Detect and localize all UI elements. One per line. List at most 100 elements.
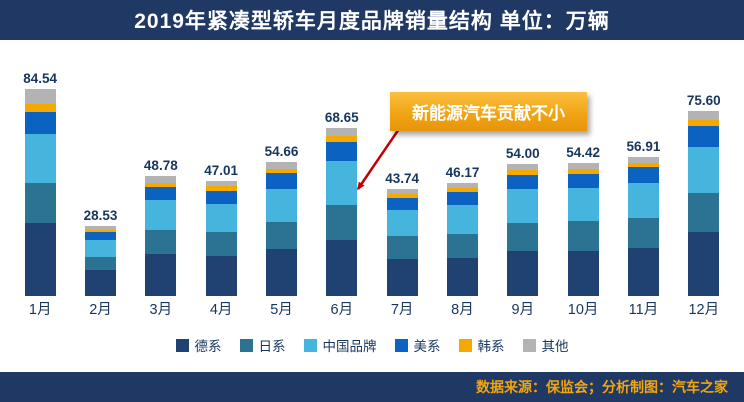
bar-column: 68.65 6月: [312, 40, 372, 324]
bar-total-label: 47.01: [204, 162, 239, 178]
bar-segment: [446, 182, 478, 188]
legend-item: 中国品牌: [303, 335, 377, 355]
bar-segment: [567, 250, 599, 296]
bar-stack: [627, 156, 659, 296]
bar-segment: [145, 254, 177, 296]
legend: 德系 日系 中国品牌 美系 韩系 其他: [0, 330, 744, 360]
bar-segment: [386, 194, 418, 198]
x-axis-label: 10月: [567, 302, 599, 318]
source-bar: 数据来源：保监会；分析制图：汽车之家: [0, 372, 744, 402]
bar-segment: [446, 191, 478, 206]
bar-stack: [688, 110, 720, 296]
x-axis-label: 2月: [89, 302, 112, 318]
bar-stack: [265, 162, 297, 296]
legend-item: 其他: [522, 335, 569, 355]
bar-segment: [265, 222, 297, 250]
bar-stack: [24, 88, 56, 296]
bar-segment: [265, 168, 297, 174]
bar-segment: [567, 221, 599, 251]
bar-segment: [145, 182, 177, 187]
bar-total-label: 54.42: [566, 144, 601, 160]
bar-stack: [446, 182, 478, 296]
bar-total-label: 43.74: [385, 170, 420, 186]
legend-label: 其他: [541, 339, 569, 354]
legend-item: 德系: [175, 335, 222, 355]
bar-segment: [567, 173, 599, 189]
x-axis-label: 12月: [688, 302, 720, 318]
bar-column: 54.42 10月: [553, 40, 613, 324]
legend-label: 中国品牌: [322, 339, 377, 354]
bar-segment: [265, 249, 297, 296]
bar-stack: [326, 127, 358, 296]
bar-segment: [24, 222, 56, 296]
legend-item: 日系: [239, 335, 286, 355]
bar-stack: [386, 188, 418, 296]
bar-column: 75.60 12月: [674, 40, 734, 324]
bar-column: 54.66 5月: [251, 40, 311, 324]
bar-total-label: 48.78: [143, 158, 178, 174]
bar-segment: [386, 210, 418, 236]
bar-total-label: 56.91: [626, 138, 661, 154]
bar-segment: [24, 103, 56, 113]
bar-column: 46.17 8月: [432, 40, 492, 324]
bar-segment: [24, 134, 56, 184]
bar-segment: [145, 229, 177, 255]
bar-total-label: 68.65: [324, 109, 359, 125]
bar-segment: [84, 229, 116, 233]
bar-segment: [507, 250, 539, 296]
bar-segment: [205, 255, 237, 296]
bar-segment: [265, 173, 297, 190]
bar-segment: [386, 259, 418, 296]
page-title: 2019年紧凑型轿车月度品牌销量结构 单位：万辆: [0, 0, 744, 40]
bar-segment: [688, 119, 720, 126]
bar-total-label: 54.00: [505, 145, 540, 161]
bar-segment: [326, 161, 358, 206]
legend-swatch: [522, 338, 536, 352]
bar-segment: [24, 183, 56, 223]
bar-segment: [446, 258, 478, 296]
bar-segment: [627, 156, 659, 163]
legend-label: 韩系: [477, 339, 505, 354]
bar-segment: [688, 232, 720, 296]
bar-segment: [627, 248, 659, 296]
bar-segment: [386, 188, 418, 195]
bar-segment: [24, 112, 56, 135]
bar-segment: [326, 239, 358, 296]
x-axis-label: 1月: [28, 302, 52, 318]
bar-column: 43.74 7月: [372, 40, 432, 324]
bar-segment: [386, 197, 418, 211]
bar-segment: [507, 174, 539, 190]
bar-segment: [446, 205, 478, 234]
bar-segment: [24, 88, 56, 104]
legend-swatch: [175, 338, 189, 352]
legend-swatch: [303, 338, 317, 352]
x-axis-label: 4月: [209, 302, 233, 318]
bar-column: 84.54 1月: [10, 40, 70, 324]
bar-stack: [507, 163, 539, 296]
bar-segment: [627, 162, 659, 168]
bar-segment: [688, 110, 720, 120]
bar-segment: [84, 270, 116, 296]
bar-column: 54.00 9月: [493, 40, 553, 324]
bar-segment: [567, 162, 599, 169]
x-axis-label: 9月: [511, 302, 535, 318]
x-axis-label: 7月: [390, 302, 414, 318]
bar-column: 28.53 2月: [70, 40, 130, 324]
bar-segment: [567, 188, 599, 222]
bar-segment: [627, 183, 659, 218]
bar-segment: [205, 204, 237, 233]
bar-segment: [688, 146, 720, 194]
bar-segment: [627, 167, 659, 184]
bar-segment: [507, 189, 539, 223]
legend-label: 德系: [194, 339, 222, 354]
bar-segment: [326, 135, 358, 142]
bar-segment: [205, 180, 237, 187]
bar-segment: [265, 162, 297, 169]
x-axis-label: 8月: [451, 302, 474, 318]
x-axis-label: 3月: [149, 302, 173, 318]
x-axis-label: 11月: [628, 302, 659, 318]
bar-column: 48.78 3月: [131, 40, 191, 324]
legend-item: 美系: [394, 335, 441, 355]
x-axis-label: 6月: [330, 302, 354, 318]
